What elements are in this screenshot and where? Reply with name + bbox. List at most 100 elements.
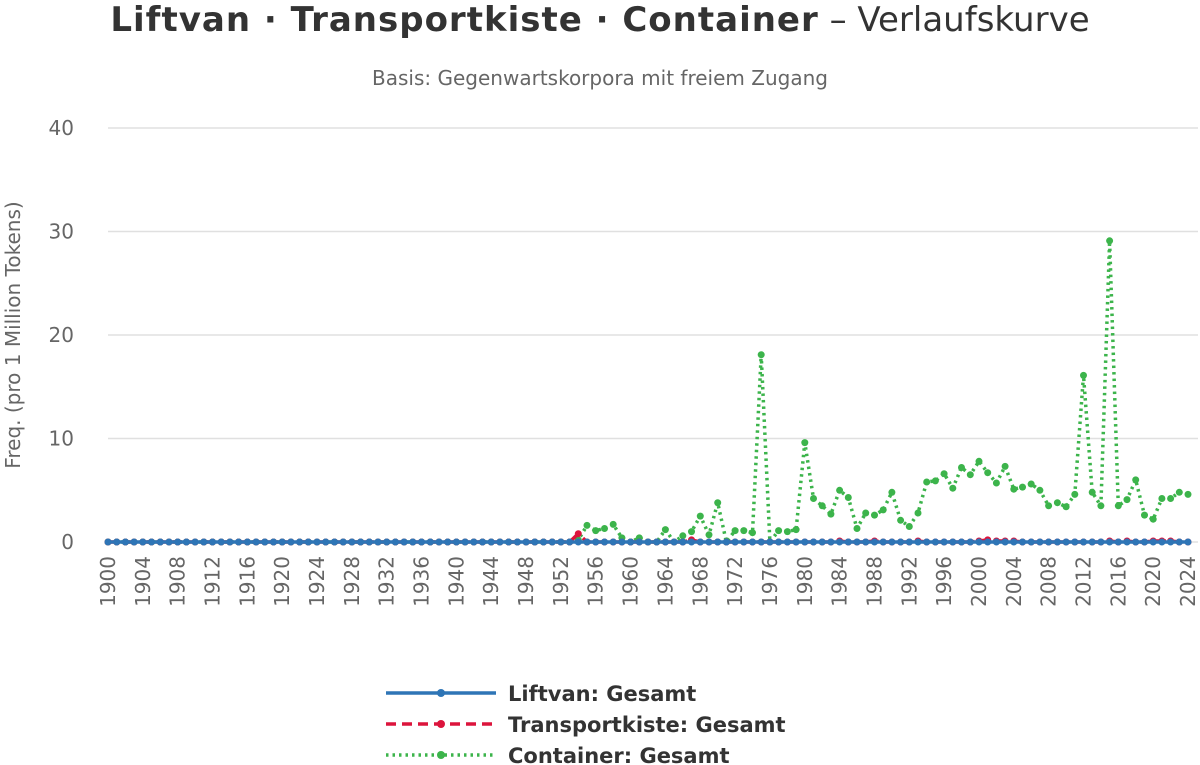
data-point[interactable] bbox=[661, 526, 669, 534]
data-point[interactable] bbox=[862, 538, 870, 546]
data-point[interactable] bbox=[1045, 502, 1053, 510]
data-point[interactable] bbox=[966, 538, 974, 546]
data-point[interactable] bbox=[1036, 538, 1044, 546]
data-point[interactable] bbox=[461, 538, 469, 546]
data-point[interactable] bbox=[435, 538, 443, 546]
data-point[interactable] bbox=[1053, 538, 1061, 546]
data-point[interactable] bbox=[531, 538, 539, 546]
data-point[interactable] bbox=[749, 538, 756, 546]
data-point[interactable] bbox=[958, 464, 965, 471]
data-point[interactable] bbox=[1097, 502, 1105, 510]
data-point[interactable] bbox=[331, 538, 338, 546]
data-point[interactable] bbox=[209, 538, 216, 546]
data-point[interactable] bbox=[174, 538, 182, 546]
data-point[interactable] bbox=[1184, 490, 1192, 498]
data-point[interactable] bbox=[653, 538, 661, 546]
data-point[interactable] bbox=[1088, 488, 1096, 496]
legend-item-0[interactable]: Liftvan: Gesamt bbox=[386, 682, 696, 706]
data-point[interactable] bbox=[313, 538, 321, 546]
data-point[interactable] bbox=[818, 502, 826, 510]
data-point[interactable] bbox=[801, 439, 809, 447]
data-point[interactable] bbox=[731, 538, 739, 546]
data-point[interactable] bbox=[871, 538, 878, 546]
data-point[interactable] bbox=[923, 538, 931, 546]
data-point[interactable] bbox=[923, 478, 931, 486]
data-point[interactable] bbox=[879, 538, 887, 546]
data-point[interactable] bbox=[661, 538, 669, 546]
data-point[interactable] bbox=[775, 527, 783, 535]
data-point[interactable] bbox=[1123, 538, 1131, 546]
data-point[interactable] bbox=[200, 538, 208, 546]
data-point[interactable] bbox=[601, 525, 608, 532]
data-point[interactable] bbox=[540, 538, 547, 546]
data-point[interactable] bbox=[871, 511, 878, 519]
data-point[interactable] bbox=[1167, 538, 1175, 546]
data-point[interactable] bbox=[792, 526, 800, 534]
data-point[interactable] bbox=[444, 538, 452, 546]
data-point[interactable] bbox=[1045, 538, 1053, 546]
data-point[interactable] bbox=[113, 538, 121, 546]
data-point[interactable] bbox=[1106, 237, 1114, 245]
data-point[interactable] bbox=[731, 527, 739, 535]
data-point[interactable] bbox=[836, 538, 844, 546]
data-point[interactable] bbox=[1027, 480, 1035, 488]
data-point[interactable] bbox=[1019, 538, 1026, 546]
data-point[interactable] bbox=[1175, 538, 1183, 546]
data-point[interactable] bbox=[679, 538, 687, 546]
data-point[interactable] bbox=[949, 538, 957, 546]
data-point[interactable] bbox=[1158, 538, 1166, 546]
data-point[interactable] bbox=[296, 538, 304, 546]
data-point[interactable] bbox=[383, 538, 391, 546]
data-point[interactable] bbox=[583, 521, 591, 529]
data-point[interactable] bbox=[1097, 538, 1105, 546]
data-point[interactable] bbox=[1080, 538, 1087, 546]
data-point[interactable] bbox=[966, 471, 974, 479]
data-point[interactable] bbox=[766, 538, 774, 546]
legend-item-1[interactable]: Transportkiste: Gesamt bbox=[386, 713, 786, 737]
data-point[interactable] bbox=[827, 538, 835, 546]
data-point[interactable] bbox=[348, 538, 356, 546]
data-point[interactable] bbox=[583, 538, 591, 546]
data-point[interactable] bbox=[479, 538, 486, 546]
data-point[interactable] bbox=[365, 538, 373, 546]
data-point[interactable] bbox=[853, 538, 861, 546]
data-point[interactable] bbox=[1053, 499, 1061, 507]
data-point[interactable] bbox=[644, 538, 652, 546]
data-point[interactable] bbox=[844, 538, 852, 546]
data-point[interactable] bbox=[505, 538, 513, 546]
data-point[interactable] bbox=[1080, 371, 1087, 379]
data-point[interactable] bbox=[635, 538, 643, 546]
data-point[interactable] bbox=[705, 531, 713, 539]
data-point[interactable] bbox=[121, 538, 129, 546]
data-point[interactable] bbox=[1027, 538, 1035, 546]
data-point[interactable] bbox=[496, 538, 504, 546]
data-point[interactable] bbox=[879, 506, 887, 514]
data-point[interactable] bbox=[888, 488, 896, 496]
data-point[interactable] bbox=[618, 538, 626, 546]
data-point[interactable] bbox=[670, 538, 678, 546]
data-point[interactable] bbox=[897, 538, 905, 546]
data-point[interactable] bbox=[278, 538, 286, 546]
data-point[interactable] bbox=[1010, 538, 1018, 546]
data-point[interactable] bbox=[452, 538, 460, 546]
data-point[interactable] bbox=[984, 469, 992, 477]
data-point[interactable] bbox=[801, 538, 809, 546]
data-point[interactable] bbox=[609, 538, 617, 546]
data-point[interactable] bbox=[1001, 462, 1009, 470]
data-point[interactable] bbox=[696, 512, 704, 520]
data-point[interactable] bbox=[792, 538, 800, 546]
data-point[interactable] bbox=[827, 510, 835, 518]
data-point[interactable] bbox=[688, 538, 695, 546]
data-point[interactable] bbox=[322, 538, 330, 546]
data-point[interactable] bbox=[470, 538, 478, 546]
data-point[interactable] bbox=[1175, 488, 1183, 496]
data-point[interactable] bbox=[1141, 511, 1148, 519]
data-point[interactable] bbox=[592, 538, 600, 546]
legend[interactable]: Liftvan: Gesamt Transportkiste: Gesamt Con… bbox=[386, 682, 786, 765]
data-point[interactable] bbox=[992, 479, 1000, 487]
data-point[interactable] bbox=[426, 538, 434, 546]
data-point[interactable] bbox=[783, 538, 791, 546]
data-point[interactable] bbox=[557, 538, 565, 546]
data-point[interactable] bbox=[914, 509, 922, 517]
data-point[interactable] bbox=[418, 538, 425, 546]
